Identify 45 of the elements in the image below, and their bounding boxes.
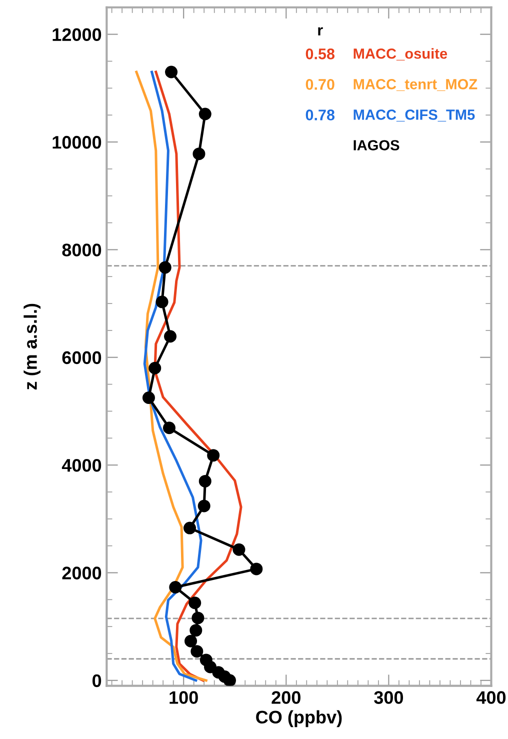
text: IAGOS: [354, 140, 400, 150]
point: [192, 148, 206, 160]
point: [207, 449, 220, 462]
point: [162, 422, 176, 434]
point: [148, 362, 162, 374]
y-tick-label: 8000: [62, 244, 102, 256]
point: [188, 596, 202, 610]
point: [190, 645, 204, 658]
point: [223, 674, 236, 686]
y-tick-label: 6000: [62, 351, 102, 364]
y-tick-label: 0: [92, 674, 102, 688]
y-tick-label: 12000: [52, 28, 102, 42]
point: [156, 296, 168, 308]
text: MACC_osuite: [354, 48, 448, 60]
x-tick-label: 400: [476, 691, 506, 704]
point: [232, 543, 246, 556]
point: [190, 624, 202, 637]
annotation: 0.78: [306, 110, 335, 120]
text: MACC_CIFS_TM5: [354, 110, 475, 122]
point: [158, 261, 172, 274]
point: [183, 522, 196, 534]
line-series: [143, 70, 202, 682]
x-axis-title: CO (ppbv): [256, 710, 342, 728]
line-series: [135, 70, 208, 682]
point: [198, 108, 212, 120]
point: [198, 500, 210, 512]
point: [192, 612, 204, 624]
point: [165, 66, 178, 78]
point: [198, 474, 212, 488]
x-tick-label: 100: [170, 691, 198, 704]
text: MACC_tenrt_MOZ: [354, 79, 478, 91]
y-tick-label: 4000: [62, 458, 102, 472]
legend-title: r: [318, 27, 323, 36]
point: [250, 562, 263, 576]
y-axis-title: z (m a.s.l.): [24, 304, 41, 390]
x-tick-label: 200: [272, 691, 300, 704]
x-tick-label: 300: [374, 691, 404, 704]
point: [142, 391, 155, 404]
annotation: 0.70: [306, 79, 334, 90]
point: [164, 330, 177, 343]
y-tick-label: 10000: [52, 136, 102, 149]
y-tick-label: 2000: [62, 566, 102, 580]
annotation: 0.58: [306, 48, 335, 60]
point: [184, 634, 198, 648]
point: [169, 581, 182, 594]
